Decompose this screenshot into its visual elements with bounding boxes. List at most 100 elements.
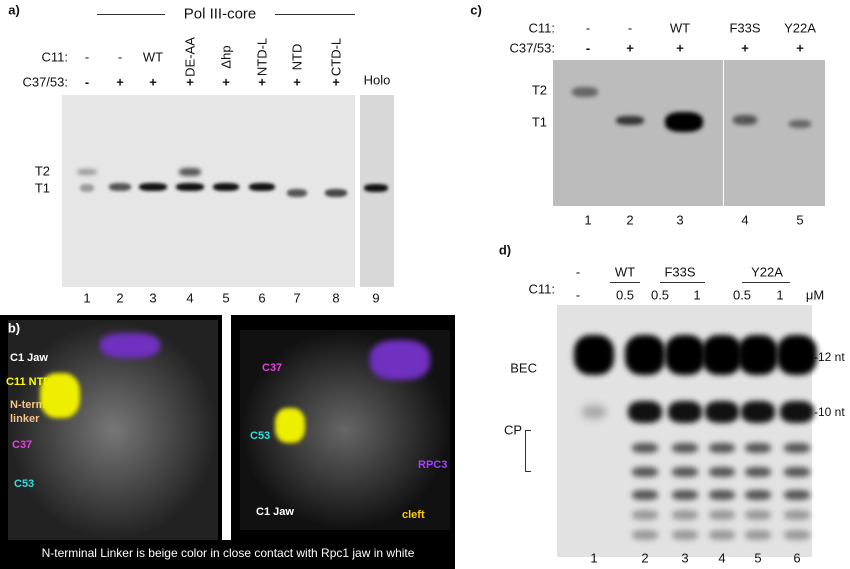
panel-label: b) (7, 320, 21, 336)
c3753-label: + (332, 74, 340, 90)
band (572, 87, 598, 97)
lane-number: 4 (718, 550, 726, 566)
band (632, 443, 658, 453)
band (139, 183, 167, 191)
band (784, 443, 810, 453)
structure-label: C37 (262, 362, 283, 374)
structure-label: C53 (14, 478, 35, 490)
band (745, 467, 771, 477)
band (77, 169, 97, 175)
band-label: CP (503, 422, 522, 438)
structure-label: linker (10, 413, 40, 425)
c11-label: - (84, 49, 90, 65)
line (97, 14, 165, 15)
panel-label: d) (498, 242, 512, 258)
c3753-label: + (149, 74, 157, 90)
band (709, 510, 735, 520)
band (632, 490, 658, 500)
lane-number: 4 (186, 290, 194, 306)
conc-label: - (575, 287, 581, 303)
band (738, 335, 778, 375)
c3753-label: + (626, 40, 634, 56)
band (40, 372, 80, 418)
band (789, 120, 811, 128)
c11-label: - (627, 20, 633, 36)
group-label: F33S (664, 264, 696, 280)
splice (723, 60, 724, 206)
c11-label: - (117, 49, 123, 65)
c11-label: Y22A (784, 20, 816, 36)
c11-label: WT (142, 49, 164, 65)
row-label: C37/53: (22, 74, 68, 90)
c11-label: - (585, 20, 591, 36)
band (784, 530, 810, 540)
band (672, 510, 698, 520)
group-label: Y22A (751, 264, 783, 280)
c3753-label: - (84, 74, 90, 90)
c3753-label: + (258, 74, 266, 90)
lane-number: 5 (754, 550, 762, 566)
band (176, 183, 204, 191)
band (287, 189, 307, 197)
band (574, 335, 614, 375)
structure-label: C1 Jaw (10, 352, 48, 364)
gel-c (553, 60, 825, 206)
structure-label: C1 Jaw (256, 506, 294, 518)
lane-number: 4 (741, 212, 749, 228)
c3753-label: + (116, 74, 124, 90)
band (672, 443, 698, 453)
band (616, 115, 644, 125)
c11-label: NTD (289, 43, 305, 71)
size-label: -12 nt (814, 350, 845, 364)
lane-number: 6 (793, 550, 801, 566)
c11-label: Δhp (218, 45, 234, 69)
caption: N-terminal Linker is beige color in clos… (41, 546, 415, 560)
unit-label: μM (805, 287, 825, 303)
band (109, 183, 131, 191)
c11-label: CTD-L (328, 37, 344, 77)
c11-label: WT (669, 20, 691, 36)
band (213, 183, 239, 191)
band (364, 184, 388, 192)
lane-number: 2 (641, 550, 649, 566)
structure-label: cleft (402, 509, 425, 521)
band (709, 490, 735, 500)
band-label: T2 (531, 82, 547, 98)
conc-label: 1 (776, 287, 784, 303)
conc-label: 0.5 (615, 287, 635, 303)
group-label: WT (614, 264, 636, 280)
band (665, 112, 703, 132)
band-label: T2 (34, 163, 50, 179)
band (705, 401, 739, 423)
row-label: C11: (41, 49, 69, 65)
band (709, 467, 735, 477)
c3753-label: + (293, 74, 301, 90)
line (610, 282, 640, 283)
band (249, 183, 275, 191)
band (672, 530, 698, 540)
band (628, 401, 662, 423)
band (672, 467, 698, 477)
gel-a (62, 95, 355, 287)
bracket (525, 430, 531, 472)
panel-label: c) (470, 2, 482, 18)
band (709, 530, 735, 540)
band (745, 443, 771, 453)
conc-label: 0.5 (650, 287, 670, 303)
conc-label: 1 (693, 287, 701, 303)
band (672, 490, 698, 500)
c3753-label: + (222, 74, 230, 90)
line (742, 282, 790, 283)
divider (222, 315, 231, 540)
band-label: BEC (510, 360, 537, 376)
lane-number: 9 (372, 290, 380, 306)
lane-number: 2 (626, 212, 634, 228)
c11-label: F33S (729, 20, 761, 36)
c11-label: DE-AA (182, 37, 198, 77)
structure-label: C37 (12, 439, 33, 451)
lane-number: 3 (149, 290, 157, 306)
band (632, 530, 658, 540)
c3753-label: + (796, 40, 804, 56)
structure-label: C53 (250, 430, 271, 442)
